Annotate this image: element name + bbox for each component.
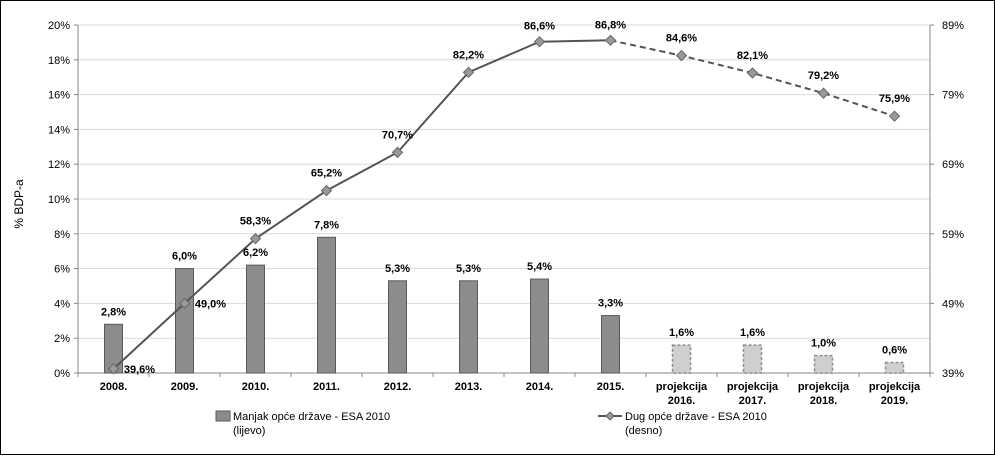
x-tick-label: 2015. bbox=[597, 381, 625, 393]
x-tick-label: 2009. bbox=[171, 381, 199, 393]
bar-data-label: 1,0% bbox=[811, 338, 836, 350]
x-tick-label: projekcija bbox=[656, 381, 708, 393]
line-data-label: 79,2% bbox=[808, 70, 839, 82]
bar-data-label: 6,0% bbox=[172, 251, 197, 263]
bar-projected bbox=[742, 344, 763, 374]
x-tick-label: projekcija bbox=[798, 381, 850, 393]
bar bbox=[601, 315, 620, 374]
legend-label-bar-sub: (lijevo) bbox=[233, 425, 265, 437]
x-tick-label: 2019. bbox=[881, 395, 909, 407]
bar bbox=[388, 280, 407, 374]
line-data-label: 65,2% bbox=[311, 168, 342, 180]
y-left-tick-label: 16% bbox=[48, 90, 70, 102]
line-data-label: 39,6% bbox=[124, 364, 155, 376]
bar bbox=[246, 264, 265, 374]
bar-data-label: 2,8% bbox=[101, 306, 126, 318]
y-left-tick-label: 12% bbox=[48, 159, 70, 171]
legend-label-bar: Manjak opće države - ESA 2010 bbox=[233, 411, 390, 423]
line-point bbox=[746, 67, 759, 79]
bar-projected bbox=[813, 354, 834, 374]
y-left-tick-label: 20% bbox=[48, 20, 70, 32]
y-left-tick-label: 10% bbox=[48, 194, 70, 206]
y-left-tick-label: 2% bbox=[54, 333, 70, 345]
legend-label-line: Dug opće države - ESA 2010 bbox=[625, 411, 767, 423]
line-point bbox=[320, 184, 333, 197]
line-path-actual bbox=[112, 39, 611, 370]
x-tick-label: 2018. bbox=[810, 395, 838, 407]
y-right-tick-label: 69% bbox=[942, 159, 964, 171]
y-right-tick-label: 79% bbox=[942, 90, 964, 102]
bar-data-label: 5,3% bbox=[456, 263, 481, 275]
y-left-tick-label: 18% bbox=[48, 55, 70, 67]
bar-data-label: 7,8% bbox=[314, 219, 339, 231]
line-data-label: 84,6% bbox=[666, 33, 697, 45]
bar-projected bbox=[671, 344, 692, 374]
legend-swatch-bar bbox=[215, 410, 231, 422]
legend: Manjak opće države - ESA 2010 (lijevo) Dug… bbox=[215, 410, 767, 437]
bar bbox=[459, 280, 478, 374]
line-point bbox=[107, 363, 120, 375]
y-right-tick-label: 89% bbox=[942, 20, 964, 32]
line-point bbox=[675, 49, 688, 62]
line-data-label: 75,9% bbox=[879, 93, 910, 105]
bar bbox=[175, 268, 194, 374]
line-data-label: 86,6% bbox=[524, 21, 555, 33]
line-point bbox=[888, 110, 901, 122]
x-tick-label: projekcija bbox=[727, 381, 779, 393]
grid-lines bbox=[78, 24, 930, 339]
bar-data-label: 5,3% bbox=[385, 263, 410, 275]
line-data-label: 86,8% bbox=[595, 19, 626, 31]
line-point bbox=[817, 87, 830, 99]
line-data-label: 82,1% bbox=[737, 50, 768, 62]
x-tick-label: 2008. bbox=[100, 381, 128, 393]
y-right-tick-label: 49% bbox=[942, 298, 964, 310]
data-labels: 2,8% 6,0% 6,2% 7,8% 5,3% 5,3% 5,4% 3,3% 1,6% 1,6%… bbox=[101, 19, 910, 376]
bar-data-label: 3,3% bbox=[598, 298, 623, 310]
line-data-label: 49,0% bbox=[195, 298, 226, 310]
bar-series bbox=[104, 236, 905, 374]
bar-data-label: 0,6% bbox=[882, 345, 907, 357]
x-tick-label: 2012. bbox=[384, 381, 412, 393]
line-series bbox=[107, 34, 901, 375]
y-left-tick-label: 6% bbox=[54, 264, 70, 276]
bar-data-label: 5,4% bbox=[527, 261, 552, 273]
line-point bbox=[462, 66, 475, 79]
bar-data-label: 1,6% bbox=[669, 327, 694, 339]
x-tick-label: projekcija bbox=[869, 381, 921, 393]
y-left-tick-label: 4% bbox=[54, 298, 70, 310]
line-point bbox=[249, 232, 262, 245]
line-point bbox=[391, 146, 404, 159]
legend-label-line-sub: (desno) bbox=[625, 425, 662, 437]
y-right-tick-label: 39% bbox=[942, 368, 964, 380]
y-left-tick-label: 8% bbox=[54, 229, 70, 241]
y-right-tick-label: 59% bbox=[942, 229, 964, 241]
x-tick-label: 2017. bbox=[739, 395, 767, 407]
bar-data-label: 1,6% bbox=[740, 327, 765, 339]
y-left-tick-label: 0% bbox=[54, 368, 70, 380]
bar-data-label: 6,2% bbox=[243, 247, 268, 259]
x-tick-label: 2010. bbox=[242, 381, 270, 393]
line-data-label: 82,2% bbox=[453, 49, 484, 61]
bar bbox=[530, 278, 549, 374]
y-left-tick-label: 14% bbox=[48, 124, 70, 136]
y-axis-label: % BDP-a bbox=[12, 179, 26, 229]
x-tick-label: 2016. bbox=[668, 395, 696, 407]
bar-projected bbox=[884, 361, 905, 374]
line-data-label: 58,3% bbox=[240, 216, 271, 228]
line-data-label: 70,7% bbox=[382, 129, 413, 141]
legend-swatch-marker bbox=[605, 411, 615, 421]
line-point bbox=[178, 297, 191, 310]
axes: 0% 2% 4% 6% 8% 10% 12% 14% 16% 18% 20% 39% 49% 59% 69%… bbox=[48, 20, 964, 407]
x-tick-label: 2011. bbox=[313, 381, 340, 393]
bar bbox=[317, 236, 336, 374]
line-point bbox=[604, 34, 617, 47]
x-tick-label: 2014. bbox=[526, 381, 554, 393]
line-point bbox=[533, 35, 546, 48]
x-tick-label: 2013. bbox=[455, 381, 483, 393]
